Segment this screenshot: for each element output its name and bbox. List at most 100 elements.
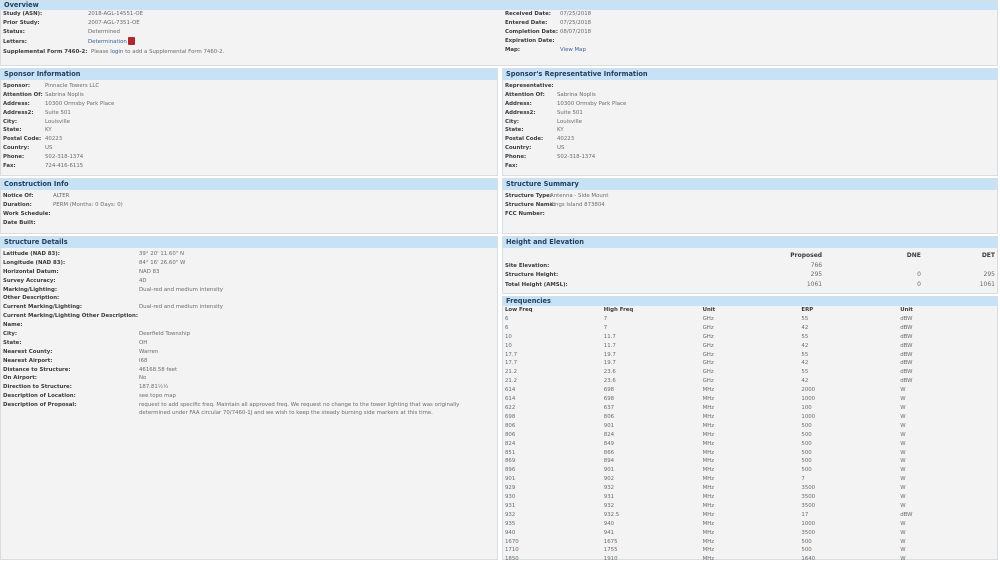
column-header: Unit (900, 307, 913, 313)
table-cell: 500 (801, 547, 812, 554)
sponsor-header: Sponsor Information (1, 69, 497, 80)
table-cell: 500 (801, 449, 812, 456)
table-cell: W (900, 547, 906, 554)
field-value: 40223 (45, 136, 63, 143)
table-cell: 7 (801, 476, 805, 483)
map-row: Map: View Map (503, 46, 999, 55)
table-cell: 1061 (806, 280, 823, 288)
table-cell: W (900, 404, 906, 411)
table-cell: GHz (702, 315, 714, 322)
field-label: Structure Name: (505, 201, 556, 208)
field-row: Prior Study: 2007-AGL-7351-OE (1, 19, 498, 28)
table-row: 901 902 MHz 7 W (503, 475, 997, 484)
field-row: Study (ASN): 2018-AGL-14551-OE (1, 10, 498, 19)
frequencies-header: Frequencies (503, 297, 997, 306)
table-cell: 894 (603, 458, 615, 465)
table-cell: 806 (603, 413, 615, 420)
pdf-icon[interactable] (127, 37, 135, 46)
table-cell: W (900, 396, 906, 403)
table-cell: 1000 (801, 396, 816, 403)
table-cell: 23.6 (603, 369, 616, 376)
field-label: FCC Number: (505, 210, 545, 217)
table-cell: MHz (702, 529, 715, 536)
table-cell: 500 (801, 458, 812, 465)
rep-list: Representative: Attention Of: Sabrina Nopl… (503, 80, 997, 171)
height-panel: Height and Elevation Proposed DNE DET Site … (502, 236, 998, 294)
field-row: Postal Code: 40223 (503, 135, 997, 144)
table-cell: MHz (702, 502, 715, 509)
table-cell: 55 (801, 333, 809, 340)
table-cell: 866 (603, 449, 615, 456)
table-cell: 941 (603, 529, 615, 536)
field-value: 40223 (557, 136, 575, 143)
table-cell: MHz (702, 387, 715, 394)
field-value: 07/25/2018 (560, 11, 592, 17)
table-cell: 500 (801, 467, 812, 474)
field-label: Entered Date: (505, 19, 548, 26)
field-label: Phone: (505, 154, 527, 161)
field-label: Country: (505, 145, 532, 152)
table-row: Total Height (AMSL): 1061 0 1061 (503, 281, 997, 291)
field-row: State: OH (1, 339, 497, 348)
table-cell: 806 (505, 422, 516, 429)
field-row: Fax: 724-416-6115 (1, 162, 497, 171)
field-row: Fax: (503, 162, 997, 171)
table-cell: 6 (505, 324, 509, 331)
table-cell: MHz (702, 404, 715, 411)
table-cell: 901 (603, 467, 615, 474)
table-cell: 17.7 (505, 360, 518, 367)
table-cell: W (900, 422, 906, 429)
table-cell: W (900, 502, 906, 509)
field-value: PERM (Months: 0 Days: 0) (53, 201, 123, 208)
field-label: Duration: (3, 201, 32, 208)
login-link[interactable]: login (110, 48, 124, 55)
field-row: Description of Location: see topo map (1, 392, 497, 401)
table-cell: 21.2 (505, 378, 518, 385)
table-cell: 10 (505, 342, 512, 349)
field-value: Louisville (557, 118, 582, 125)
field-row: City: Deerfield Township (1, 330, 497, 339)
table-cell: MHz (702, 467, 715, 474)
field-label: State: (505, 127, 524, 134)
table-cell: 23.6 (603, 378, 616, 385)
field-value: 187.81½½ (139, 384, 169, 391)
field-label: Attention Of: (3, 91, 43, 98)
field-value: Deerfield Township (139, 331, 190, 338)
field-row: Received Date: 07/25/2018 (503, 10, 999, 19)
field-value: 2018-AGL-14551-OE (88, 11, 144, 17)
table-row: 622 637 MHz 100 W (503, 404, 997, 413)
table-cell: 100 (801, 404, 812, 411)
column-header: High Freq (603, 307, 634, 313)
table-row: 1850 1910 MHz 1640 W (503, 555, 997, 564)
field-label: Address: (3, 100, 30, 107)
field-row: Country: US (503, 144, 997, 153)
table-cell: 766 (810, 261, 823, 269)
table-header-row: Proposed DNE DET (503, 252, 997, 262)
table-row: 614 698 MHz 1000 W (503, 395, 997, 404)
details-header: Structure Details (1, 237, 497, 248)
field-label: Address2: (3, 109, 34, 116)
table-cell: MHz (702, 449, 715, 456)
table-cell: MHz (702, 431, 715, 438)
field-row: Country: US (1, 144, 497, 153)
table-cell: GHz (702, 360, 714, 367)
table-cell: W (900, 449, 906, 456)
field-label: Date Built: (3, 219, 36, 226)
table-cell: 11.7 (603, 333, 616, 340)
table-cell: W (900, 476, 906, 483)
table-cell: W (900, 458, 906, 465)
field-row: Attention Of: Sabrina Noplis (503, 91, 997, 100)
field-label: Expiration Date: (505, 37, 555, 44)
field-label: Phone: (3, 154, 25, 161)
field-row: Expiration Date: (503, 37, 999, 46)
table-cell: 17 (801, 511, 809, 518)
field-value: US (557, 145, 565, 152)
table-cell: 295 (983, 271, 995, 279)
table-cell: MHz (702, 396, 715, 403)
column-header: DNE (906, 252, 921, 260)
determination-link[interactable]: Determination (88, 38, 127, 45)
table-row: 935 940 MHz 1000 W (503, 520, 997, 529)
table-row: 869 894 MHz 500 W (503, 457, 997, 466)
table-cell: GHz (702, 324, 714, 331)
view-map-link[interactable]: View Map (560, 46, 586, 53)
